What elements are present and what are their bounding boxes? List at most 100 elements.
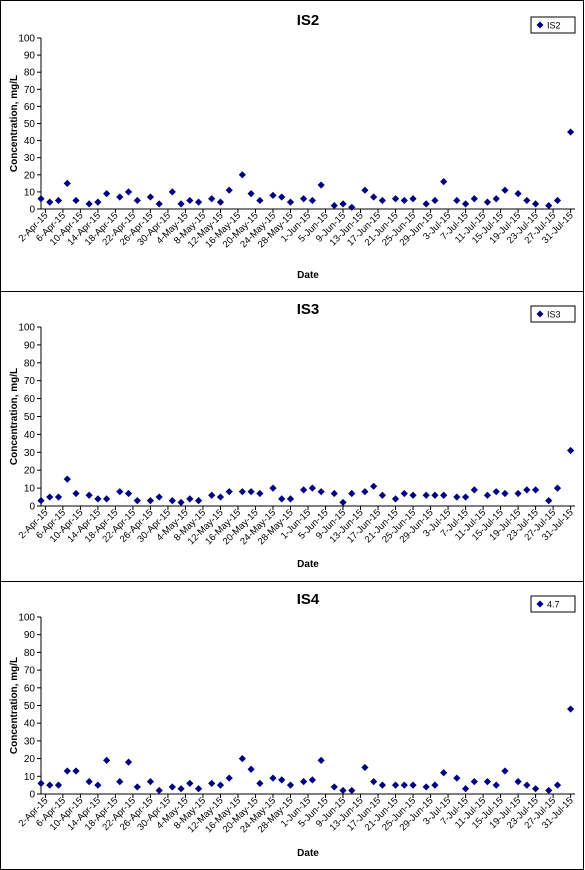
chart-is3: IS3 IS301020304050607080901002-Apr-156-Ap…: [9, 301, 576, 570]
data-point: [567, 446, 575, 455]
data-point: [378, 196, 387, 205]
data-point: [278, 193, 286, 201]
y-tick-label: 100: [18, 34, 35, 45]
data-point: [470, 195, 478, 203]
data-point: [63, 475, 71, 483]
chart-panel-is3: IS3 IS3 0 10 20 30 40 50 60 70 80 90 100 2-Apr-15 6-Ap…: [0, 291, 584, 582]
y-tick-label: 30: [24, 448, 36, 459]
data-point: [194, 785, 203, 793]
data-point: [286, 198, 295, 206]
y-tick-label: 40: [24, 136, 36, 147]
data-point: [286, 781, 295, 789]
data-point: [54, 493, 63, 501]
data-point: [63, 179, 71, 187]
data-point: [440, 178, 448, 186]
data-point: [177, 200, 185, 208]
x-axis-label: Date: [297, 559, 319, 570]
data-point: [492, 195, 500, 203]
data-point: [378, 491, 387, 499]
data-point: [492, 488, 500, 496]
data-point: [339, 498, 347, 507]
data-point: [46, 493, 54, 501]
data-point: [124, 188, 133, 196]
data-point: [300, 778, 308, 786]
data-point: [501, 186, 509, 194]
legend: IS3: [530, 305, 576, 323]
data-point: [348, 786, 356, 795]
data-point: [146, 778, 155, 786]
data-point: [37, 497, 45, 505]
data-point: [391, 495, 400, 503]
data-point: [216, 198, 225, 206]
y-tick-label: 40: [24, 719, 36, 730]
data-point: [422, 491, 430, 499]
data-point: [72, 767, 80, 775]
data-point: [483, 778, 492, 786]
y-axis-label: Concentration, mg/L: [9, 75, 20, 172]
data-point: [116, 488, 124, 496]
data-point: [514, 190, 522, 198]
data-point: [348, 203, 356, 211]
data-point: [553, 196, 562, 205]
chart-title: IS3: [297, 301, 320, 318]
legend-box: [530, 305, 576, 323]
data-point: [461, 493, 470, 501]
data-point: [378, 781, 387, 789]
data-point: [492, 781, 500, 789]
data-point: [168, 188, 176, 196]
data-point: [94, 198, 102, 206]
y-tick-label: 100: [18, 323, 35, 334]
data-point: [186, 495, 194, 503]
data-point: [124, 758, 133, 766]
data-point: [330, 783, 338, 791]
data-point: [194, 198, 203, 206]
data-point: [94, 495, 102, 503]
data-point: [400, 781, 408, 789]
data-point: [54, 781, 63, 789]
y-tick-label: 20: [24, 170, 36, 181]
legend: 4.7: [530, 595, 576, 613]
data-point: [330, 201, 338, 210]
data-point: [72, 489, 80, 498]
data-point: [553, 484, 562, 492]
legend-box: [530, 16, 576, 34]
data-point: [168, 783, 176, 791]
y-tick-label: 20: [24, 754, 36, 765]
data-point: [256, 779, 264, 787]
data-point: [238, 755, 246, 763]
data-point: [116, 193, 124, 201]
data-point: [238, 488, 246, 496]
data-point: [46, 781, 54, 789]
data-point: [440, 491, 448, 499]
data-point: [186, 779, 194, 787]
y-tick-label: 20: [24, 466, 36, 477]
y-tick-label: 10: [24, 187, 36, 198]
data-point: [422, 783, 430, 791]
data-point: [483, 198, 492, 206]
data-point: [545, 497, 553, 505]
data-point: [85, 491, 93, 499]
data-point: [103, 756, 111, 764]
data-point: [431, 491, 439, 499]
legend-label: 4.7: [547, 600, 560, 610]
data-point: [72, 196, 80, 205]
data-point: [501, 489, 509, 498]
data-point: [146, 193, 155, 201]
data-point: [532, 486, 540, 494]
y-tick-label: 0: [29, 790, 35, 801]
data-point: [46, 198, 54, 206]
data-point: [470, 486, 478, 494]
y-tick-label: 80: [24, 68, 36, 79]
y-tick-label: 60: [24, 683, 36, 694]
chart-title: IS4: [297, 591, 320, 608]
legend-box: [530, 595, 576, 613]
y-tick-label: 70: [24, 376, 36, 387]
y-tick-label: 0: [29, 205, 35, 216]
x-axis-label: Date: [297, 848, 319, 859]
y-axis-label: Concentration, mg/L: [9, 368, 20, 465]
data-point: [225, 488, 233, 496]
data-point: [317, 181, 325, 189]
data-point: [247, 190, 255, 198]
legend-label: IS3: [547, 310, 561, 320]
data-point: [370, 193, 378, 201]
